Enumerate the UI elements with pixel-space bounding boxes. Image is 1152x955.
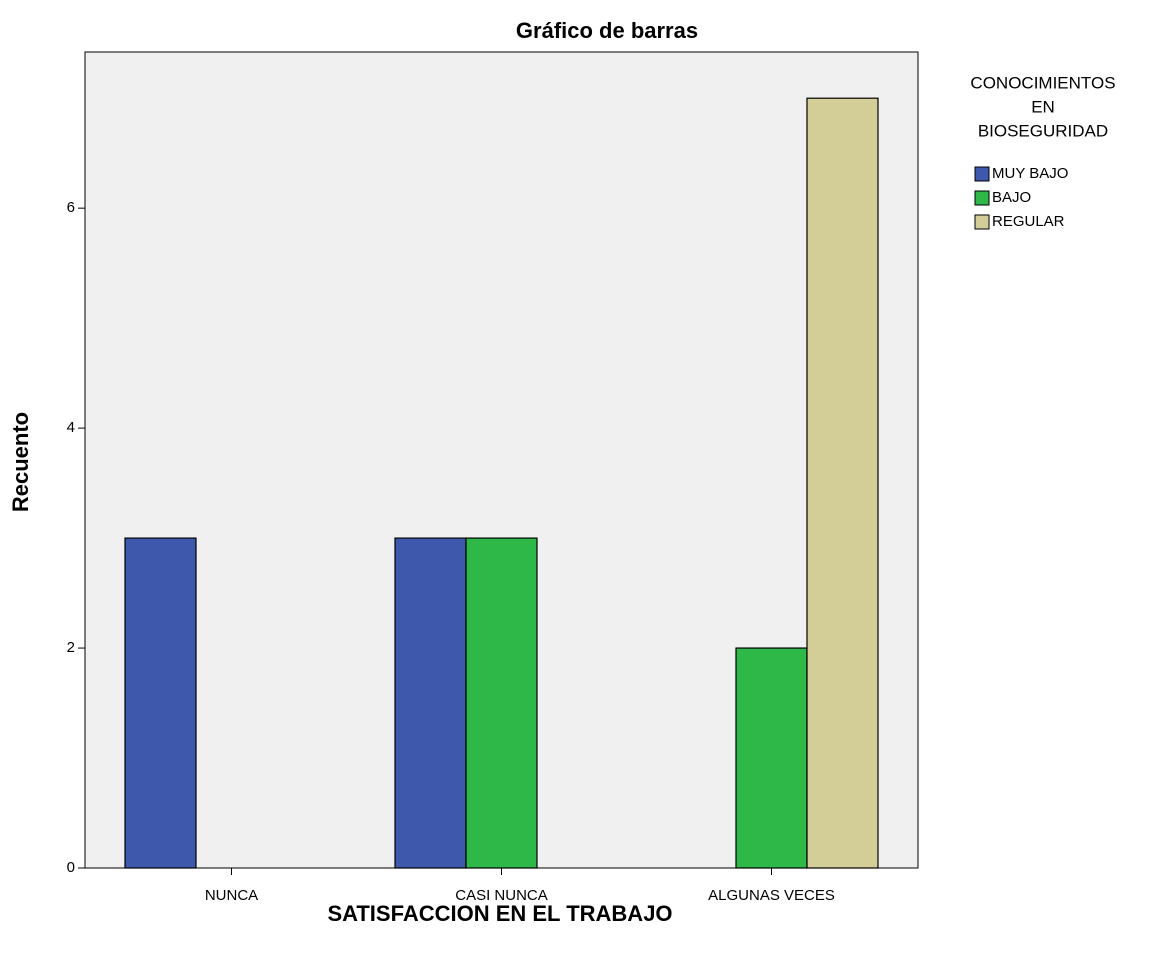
y-tick-label: 0: [67, 859, 75, 876]
legend-label: BAJO: [992, 189, 1031, 206]
y-tick-label: 2: [67, 639, 75, 656]
legend-title: BIOSEGURIDAD: [978, 121, 1108, 140]
legend-swatch: [974, 190, 990, 206]
bar: [735, 647, 808, 869]
y-tick-label: 6: [67, 199, 75, 216]
legend-label: MUY BAJO: [992, 165, 1068, 182]
x-tick-label: NUNCA: [205, 887, 258, 904]
bar: [124, 537, 197, 869]
x-axis-title: SATISFACCION EN EL TRABAJO: [327, 901, 672, 926]
y-tick-label: 4: [67, 419, 75, 436]
x-tick-label: ALGUNAS VECES: [708, 887, 835, 904]
bar: [394, 537, 467, 869]
x-tick-label: CASI NUNCA: [455, 887, 548, 904]
legend-title: CONOCIMIENTOS: [970, 73, 1115, 92]
legend-swatch: [974, 214, 990, 230]
legend-label: REGULAR: [992, 213, 1065, 230]
legend-swatch: [974, 166, 990, 182]
bar: [806, 97, 879, 869]
y-axis-title: Recuento: [8, 412, 33, 512]
legend-title: EN: [1031, 97, 1055, 116]
chart-title: Gráfico de barras: [516, 18, 698, 43]
bar: [465, 537, 538, 869]
